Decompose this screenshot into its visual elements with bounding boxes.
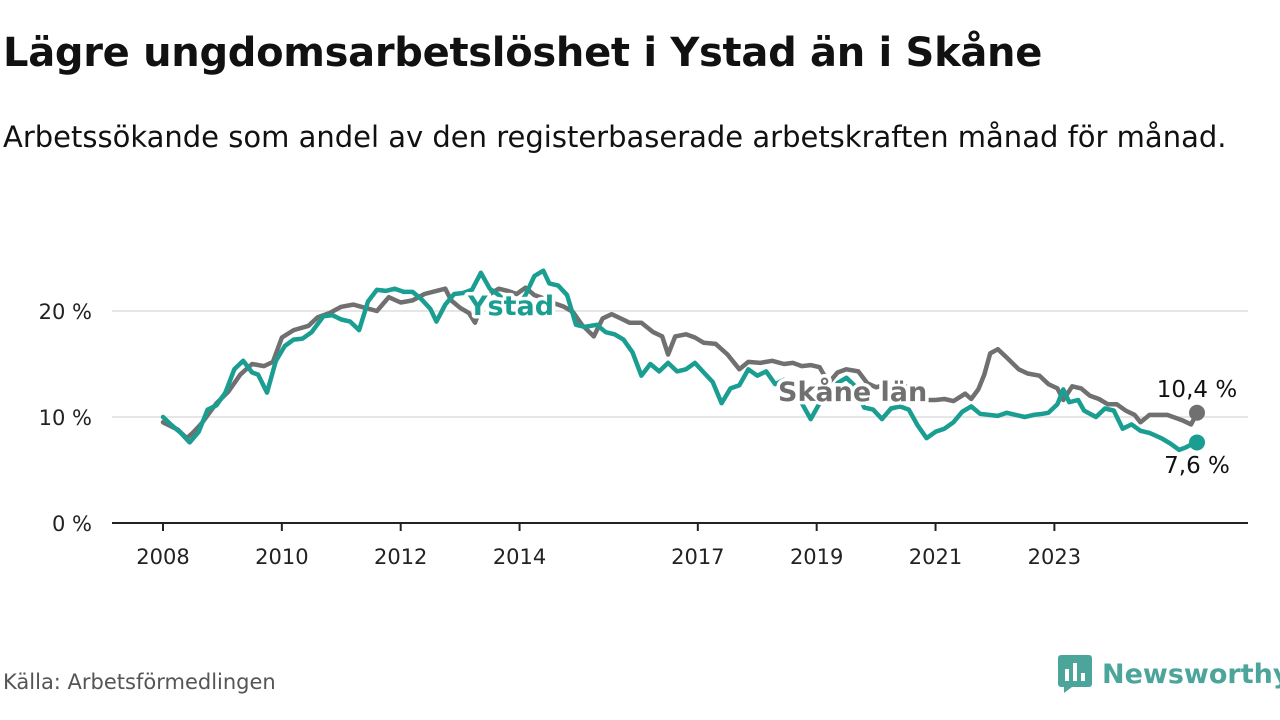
chart-title: Lägre ungdomsarbetslöshet i Ystad än i S… bbox=[3, 30, 1043, 76]
chart-labels: Ystad Skåne län 10,4 % 7,6 % bbox=[464, 288, 1241, 483]
series-lines bbox=[160, 268, 1205, 453]
series-label-skane: Skåne län bbox=[778, 376, 927, 408]
gridlines bbox=[112, 310, 1248, 418]
y-tick-label: 20 % bbox=[39, 300, 92, 324]
y-tick-label: 10 % bbox=[39, 406, 92, 430]
series-label-ystad: Ystad bbox=[467, 291, 554, 322]
brand-name: Newsworthy bbox=[1102, 658, 1280, 690]
axes: 0 % 10 % 20 % 2008 2010 2012 2014 2017 2019 2021 2… bbox=[39, 300, 1248, 569]
chart-subtitle: Arbetssökande som andel av den registerb… bbox=[3, 120, 1227, 154]
x-tick-label: 2019 bbox=[790, 545, 843, 569]
x-tick-label: 2021 bbox=[909, 545, 962, 569]
end-value-label-ystad: 7,6 % bbox=[1164, 453, 1230, 479]
end-value-label-skane: 10,4 % bbox=[1157, 377, 1237, 403]
series-end-point-skåne-län bbox=[1189, 404, 1205, 421]
x-tick-label: 2012 bbox=[374, 545, 427, 569]
newsworthy-logo-icon bbox=[1058, 655, 1092, 693]
x-tick-label: 2014 bbox=[493, 545, 546, 569]
y-tick-label: 0 % bbox=[52, 512, 92, 536]
series-end-point-ystad bbox=[1189, 434, 1205, 451]
x-tick-label: 2008 bbox=[136, 545, 189, 569]
line-chart: 0 % 10 % 20 % 2008 2010 2012 2014 2017 2019 2021 2… bbox=[39, 268, 1248, 569]
x-tick-label: 2010 bbox=[255, 545, 308, 569]
x-tick-label: 2023 bbox=[1028, 545, 1081, 569]
source-note: Källa: Arbetsförmedlingen bbox=[3, 670, 276, 694]
x-tick-label: 2017 bbox=[671, 545, 724, 569]
series-line-ystad bbox=[160, 268, 1200, 453]
brand-logo[interactable]: Newsworthy bbox=[1058, 652, 1280, 696]
